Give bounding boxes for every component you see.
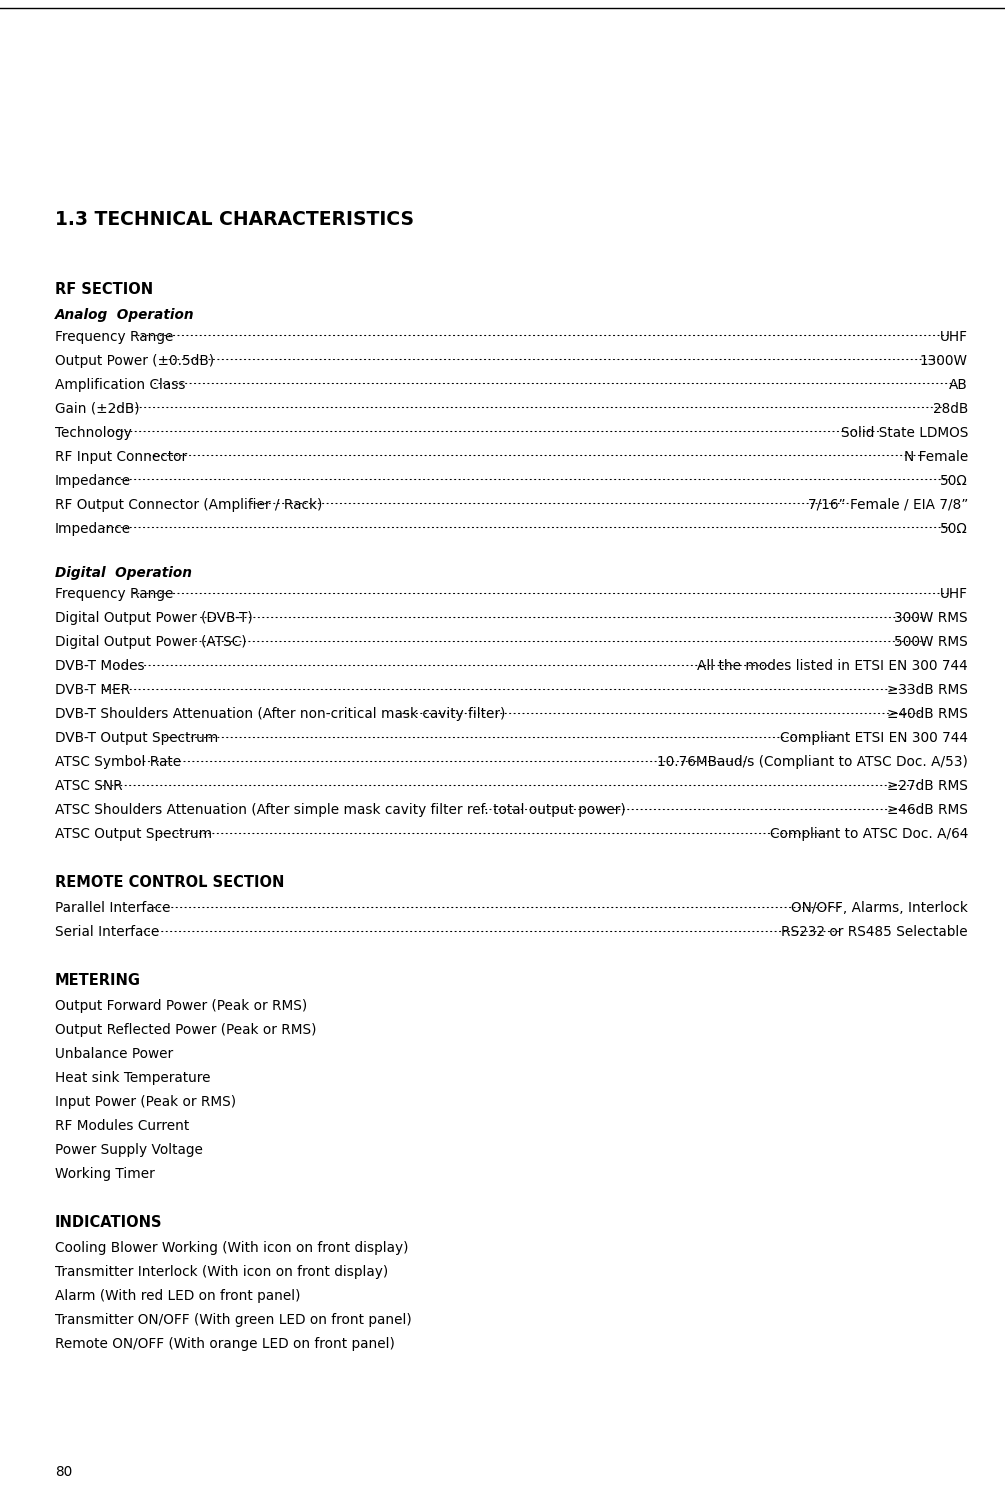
Text: Digital Output Power (ATSC): Digital Output Power (ATSC) xyxy=(55,635,246,649)
Text: Gain (±2dB): Gain (±2dB) xyxy=(55,401,140,416)
Text: Power Supply Voltage: Power Supply Voltage xyxy=(55,1143,203,1157)
Text: ATSC Shoulders Attenuation (After simple mask cavity filter ref. total output po: ATSC Shoulders Attenuation (After simple… xyxy=(55,804,626,817)
Text: RF Output Connector (Amplifier / Rack): RF Output Connector (Amplifier / Rack) xyxy=(55,497,323,512)
Text: DVB-T Shoulders Attenuation (After non-critical mask cavity filter): DVB-T Shoulders Attenuation (After non-c… xyxy=(55,707,506,721)
Text: Digital  Operation: Digital Operation xyxy=(55,566,192,580)
Text: All the modes listed in ETSI EN 300 744: All the modes listed in ETSI EN 300 744 xyxy=(697,659,968,673)
Text: Parallel Interface: Parallel Interface xyxy=(55,901,171,915)
Text: ON/OFF, Alarms, Interlock: ON/OFF, Alarms, Interlock xyxy=(791,901,968,915)
Text: Output Forward Power (Peak or RMS): Output Forward Power (Peak or RMS) xyxy=(55,999,308,1014)
Text: Transmitter ON/OFF (With green LED on front panel): Transmitter ON/OFF (With green LED on fr… xyxy=(55,1313,412,1328)
Text: DVB-T Modes: DVB-T Modes xyxy=(55,659,145,673)
Text: Transmitter Interlock (With icon on front display): Transmitter Interlock (With icon on fron… xyxy=(55,1265,388,1280)
Text: DVB-T Output Spectrum: DVB-T Output Spectrum xyxy=(55,731,218,745)
Text: Output Reflected Power (Peak or RMS): Output Reflected Power (Peak or RMS) xyxy=(55,1023,317,1038)
Text: 50Ω: 50Ω xyxy=(941,521,968,536)
Text: N Female: N Female xyxy=(903,449,968,464)
Text: 80: 80 xyxy=(55,1464,72,1479)
Text: RS232 or RS485 Selectable: RS232 or RS485 Selectable xyxy=(781,925,968,939)
Text: Compliant ETSI EN 300 744: Compliant ETSI EN 300 744 xyxy=(780,731,968,745)
Text: ≥40dB RMS: ≥40dB RMS xyxy=(887,707,968,721)
Text: Serial Interface: Serial Interface xyxy=(55,925,159,939)
Text: 300W RMS: 300W RMS xyxy=(894,611,968,625)
Text: Heat sink Temperature: Heat sink Temperature xyxy=(55,1071,210,1086)
Text: Amplification Class: Amplification Class xyxy=(55,377,186,392)
Text: 1.3 TECHNICAL CHARACTERISTICS: 1.3 TECHNICAL CHARACTERISTICS xyxy=(55,210,414,228)
Text: Frequency Range: Frequency Range xyxy=(55,587,174,601)
Text: INDICATIONS: INDICATIONS xyxy=(55,1215,163,1230)
Text: METERING: METERING xyxy=(55,973,141,988)
Text: Output Power (±0.5dB): Output Power (±0.5dB) xyxy=(55,353,214,368)
Text: 28dB: 28dB xyxy=(933,401,968,416)
Text: Solid State LDMOS: Solid State LDMOS xyxy=(840,425,968,440)
Text: RF SECTION: RF SECTION xyxy=(55,282,153,297)
Text: RF Modules Current: RF Modules Current xyxy=(55,1119,189,1133)
Text: Remote ON/OFF (With orange LED on front panel): Remote ON/OFF (With orange LED on front … xyxy=(55,1337,395,1352)
Text: ATSC Symbol Rate: ATSC Symbol Rate xyxy=(55,756,181,769)
Text: Alarm (With red LED on front panel): Alarm (With red LED on front panel) xyxy=(55,1289,300,1304)
Text: Cooling Blower Working (With icon on front display): Cooling Blower Working (With icon on fro… xyxy=(55,1241,408,1256)
Text: Technology: Technology xyxy=(55,425,132,440)
Text: 1300W: 1300W xyxy=(920,353,968,368)
Text: Input Power (Peak or RMS): Input Power (Peak or RMS) xyxy=(55,1095,236,1108)
Text: AB: AB xyxy=(950,377,968,392)
Text: Impedance: Impedance xyxy=(55,473,131,488)
Text: 50Ω: 50Ω xyxy=(941,473,968,488)
Text: Impedance: Impedance xyxy=(55,521,131,536)
Text: Unbalance Power: Unbalance Power xyxy=(55,1047,173,1062)
Text: 7/16” Female / EIA 7/8”: 7/16” Female / EIA 7/8” xyxy=(808,497,968,512)
Text: 500W RMS: 500W RMS xyxy=(894,635,968,649)
Text: Analog  Operation: Analog Operation xyxy=(55,308,195,321)
Text: ≥27dB RMS: ≥27dB RMS xyxy=(887,780,968,793)
Text: 10.76MBaud/s (Compliant to ATSC Doc. A/53): 10.76MBaud/s (Compliant to ATSC Doc. A/5… xyxy=(657,756,968,769)
Text: Working Timer: Working Timer xyxy=(55,1167,155,1181)
Text: ≥33dB RMS: ≥33dB RMS xyxy=(887,683,968,697)
Text: ≥46dB RMS: ≥46dB RMS xyxy=(887,804,968,817)
Text: Frequency Range: Frequency Range xyxy=(55,329,174,344)
Text: ATSC SNR: ATSC SNR xyxy=(55,780,123,793)
Text: UHF: UHF xyxy=(940,329,968,344)
Text: RF Input Connector: RF Input Connector xyxy=(55,449,187,464)
Text: Digital Output Power (DVB-T): Digital Output Power (DVB-T) xyxy=(55,611,252,625)
Text: ATSC Output Spectrum: ATSC Output Spectrum xyxy=(55,828,212,841)
Text: Compliant to ATSC Doc. A/64: Compliant to ATSC Doc. A/64 xyxy=(770,828,968,841)
Text: REMOTE CONTROL SECTION: REMOTE CONTROL SECTION xyxy=(55,876,284,891)
Text: DVB-T MER: DVB-T MER xyxy=(55,683,131,697)
Text: UHF: UHF xyxy=(940,587,968,601)
